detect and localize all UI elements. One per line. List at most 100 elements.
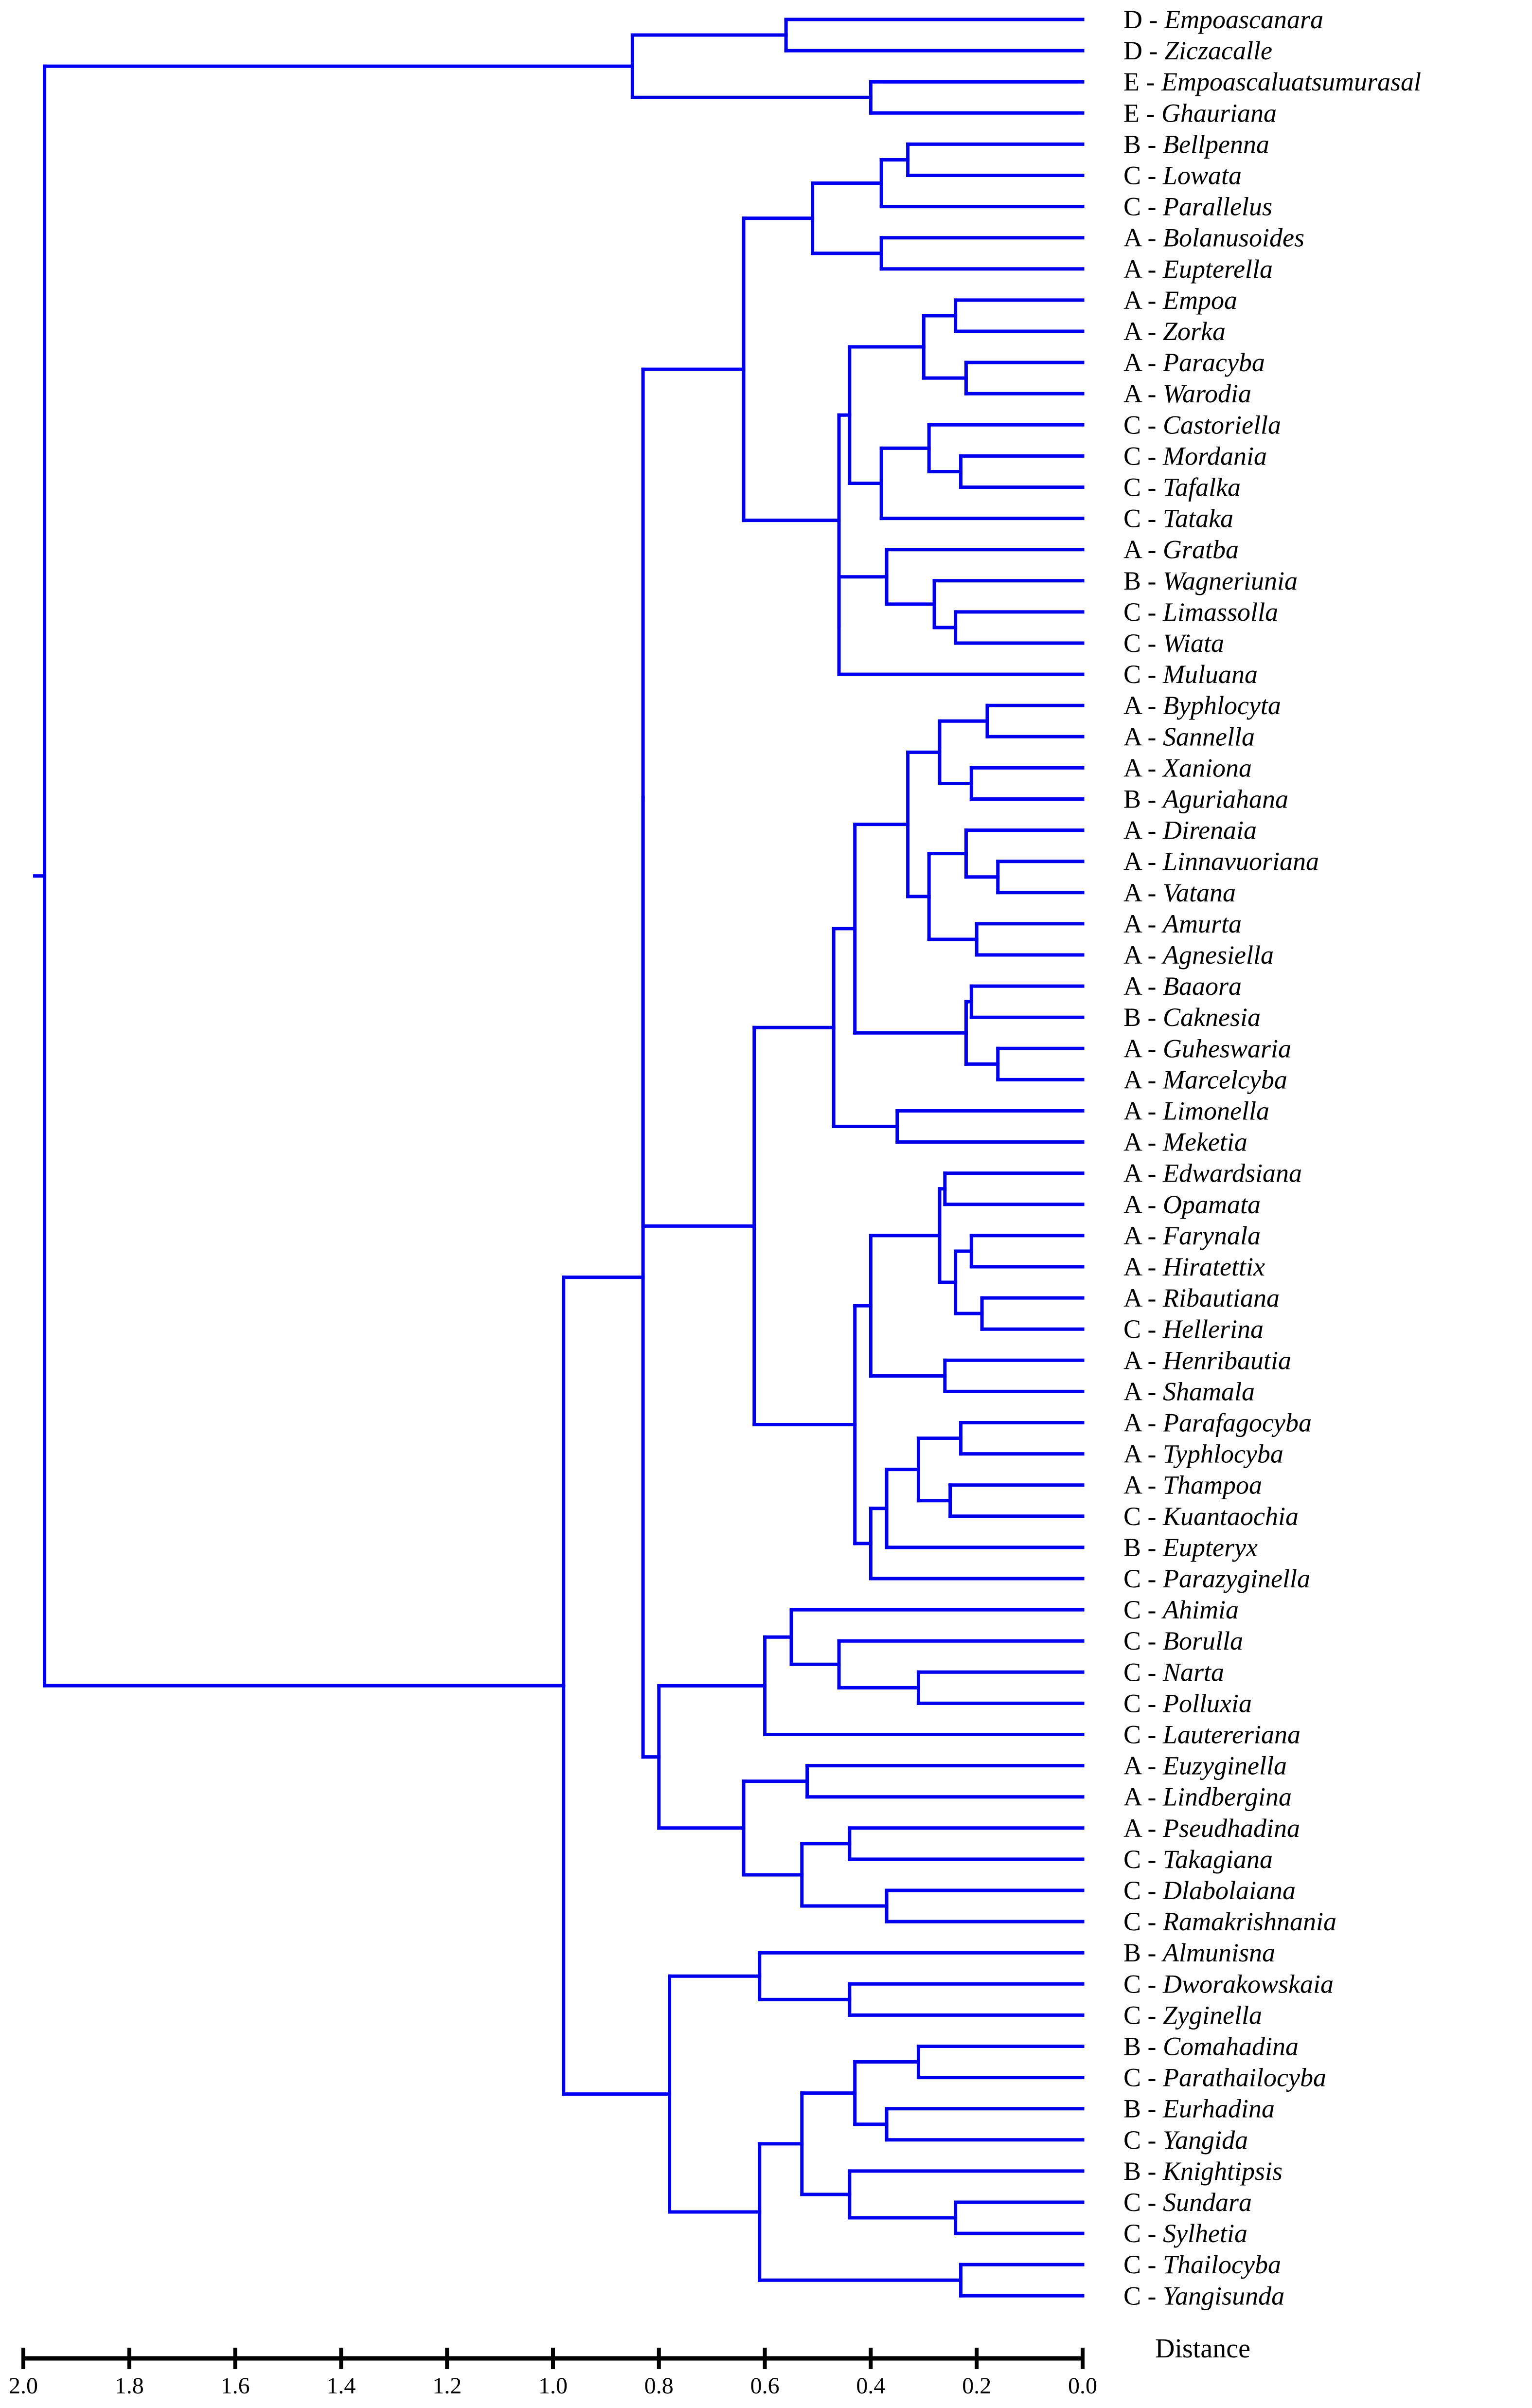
taxon-genus: Comahadina <box>1163 2032 1299 2061</box>
axis-tick-label: 0.6 <box>750 2373 780 2399</box>
taxon-genus: Pseudhadina <box>1162 1814 1300 1843</box>
taxon-group: B - <box>1123 2094 1163 2123</box>
taxon-genus: Caknesia <box>1163 1003 1261 1032</box>
taxon-label: B - Almunisna <box>1123 1938 1275 1967</box>
taxon-group: C - <box>1123 1720 1163 1749</box>
taxon-genus: Sylhetia <box>1163 2219 1247 2248</box>
taxon-label: A - Marcelcyba <box>1123 1065 1287 1094</box>
taxon-genus: Parafagocyba <box>1162 1408 1312 1438</box>
taxon-group: A - <box>1123 909 1163 938</box>
taxon-group: A - <box>1123 1221 1163 1250</box>
taxon-group: C - <box>1123 2000 1163 2030</box>
taxon-genus: Dworakowskaia <box>1162 1969 1334 1998</box>
taxon-group: A - <box>1123 1159 1163 1188</box>
taxon-group: C - <box>1123 1876 1163 1905</box>
axis-tick-label: 0.8 <box>644 2373 674 2399</box>
taxon-genus: Ribautiana <box>1162 1283 1280 1312</box>
taxon-genus: Narta <box>1162 1657 1224 1687</box>
taxon-label: A - Byphlocyta <box>1123 691 1281 720</box>
taxon-label: A - Zorka <box>1123 317 1226 346</box>
taxon-group: A - <box>1123 722 1163 751</box>
taxon-label: C - Hellerina <box>1123 1314 1264 1344</box>
taxon-group: B - <box>1123 1003 1163 1032</box>
taxon-group: A - <box>1123 940 1163 970</box>
taxon-label: E - Ghauriana <box>1123 98 1277 127</box>
taxon-label: A - Farynala <box>1123 1221 1261 1250</box>
taxon-label: A - Baaora <box>1123 971 1242 1001</box>
taxon-label: A - Linnavuoriana <box>1123 847 1319 876</box>
taxon-label: A - Limonella <box>1123 1096 1269 1126</box>
taxon-label: C - Parallelus <box>1123 192 1272 221</box>
taxon-label: C - Lowata <box>1123 161 1242 190</box>
taxon-group: A - <box>1123 1471 1163 1500</box>
taxon-group: A - <box>1123 753 1163 782</box>
taxon-label: A - Warodia <box>1123 379 1251 408</box>
taxon-label: A - Direnaia <box>1123 816 1257 845</box>
taxon-group: A - <box>1123 535 1163 564</box>
taxon-label: C - Lautereriana <box>1123 1720 1300 1749</box>
taxon-label: D - Ziczacalle <box>1123 36 1272 65</box>
taxon-group: C - <box>1123 161 1163 190</box>
taxon-group: A - <box>1123 816 1163 845</box>
taxon-genus: Gratba <box>1163 535 1239 564</box>
taxon-label: A - Bolanusoides <box>1123 223 1304 252</box>
taxon-label: B - Aguriahana <box>1123 785 1288 814</box>
taxon-genus: Mordania <box>1162 441 1267 470</box>
taxon-group: B - <box>1123 2156 1163 2186</box>
taxon-label: A - Gratba <box>1123 535 1239 564</box>
taxon-genus: Agnesiella <box>1161 940 1274 970</box>
taxon-label: A - Typhlocyba <box>1123 1439 1283 1469</box>
taxon-label: A - Amurta <box>1123 909 1242 938</box>
taxon-genus: Wiata <box>1163 629 1224 658</box>
taxon-group: A - <box>1123 223 1163 252</box>
taxon-genus: Eupterella <box>1162 254 1273 284</box>
taxon-genus: Ghauriana <box>1161 98 1277 127</box>
taxon-genus: Typhlocyba <box>1163 1439 1283 1469</box>
taxon-genus: Castoriella <box>1163 410 1281 439</box>
taxon-genus: Warodia <box>1163 379 1251 408</box>
taxon-group: D - <box>1123 5 1164 34</box>
taxon-group: A - <box>1123 847 1163 876</box>
taxon-label: C - Borulla <box>1123 1626 1243 1655</box>
taxon-group: B - <box>1123 2032 1163 2061</box>
axis-tick-label: 0.4 <box>856 2373 885 2399</box>
taxon-group: C - <box>1123 1564 1163 1593</box>
taxon-genus: Eupteryx <box>1162 1533 1258 1562</box>
axis-tick-label: 1.2 <box>432 2373 462 2399</box>
axis-tick-label: 1.4 <box>326 2373 356 2399</box>
taxon-group: B - <box>1123 1533 1163 1562</box>
taxon-genus: Empoascaluatsumurasal <box>1161 67 1421 96</box>
taxon-label: C - Polluxia <box>1123 1689 1252 1718</box>
axis-tick-label: 2.0 <box>9 2373 38 2399</box>
taxon-label: C - Muluana <box>1123 660 1258 689</box>
taxon-genus: Hiratettix <box>1162 1252 1265 1281</box>
taxon-group: C - <box>1123 1502 1163 1531</box>
taxon-group: C - <box>1123 1626 1163 1655</box>
taxon-label: A - Meketia <box>1123 1128 1247 1157</box>
taxon-genus: Linnavuoriana <box>1162 847 1319 876</box>
axis-tick-label: 1.0 <box>538 2373 568 2399</box>
taxon-group: A - <box>1123 1283 1163 1312</box>
taxon-group: A - <box>1123 1190 1163 1219</box>
taxon-group: C - <box>1123 2063 1163 2092</box>
taxon-genus: Parallelus <box>1162 192 1272 221</box>
taxon-group: B - <box>1123 1938 1163 1967</box>
taxon-label: A - Empoa <box>1123 286 1237 315</box>
taxon-genus: Opamata <box>1163 1190 1261 1219</box>
taxon-group: C - <box>1123 1969 1163 1998</box>
taxon-genus: Yangisunda <box>1163 2281 1284 2310</box>
taxon-genus: Eurhadina <box>1162 2094 1275 2123</box>
axis-tick-label: 0.2 <box>962 2373 991 2399</box>
taxon-label: A - Parafagocyba <box>1123 1408 1312 1438</box>
taxon-label: A - Lindbergina <box>1123 1782 1292 1812</box>
taxon-label: C - Limassolla <box>1123 597 1278 627</box>
taxon-group: A - <box>1123 1814 1163 1843</box>
taxon-label: A - Vatana <box>1123 878 1236 907</box>
taxon-label: C - Dworakowskaia <box>1123 1969 1334 1998</box>
taxon-group: C - <box>1123 473 1163 502</box>
taxon-genus: Meketia <box>1162 1128 1247 1157</box>
taxon-group: B - <box>1123 785 1163 814</box>
taxon-label: B - Knightipsis <box>1123 2156 1283 2186</box>
taxon-genus: Farynala <box>1162 1221 1261 1250</box>
